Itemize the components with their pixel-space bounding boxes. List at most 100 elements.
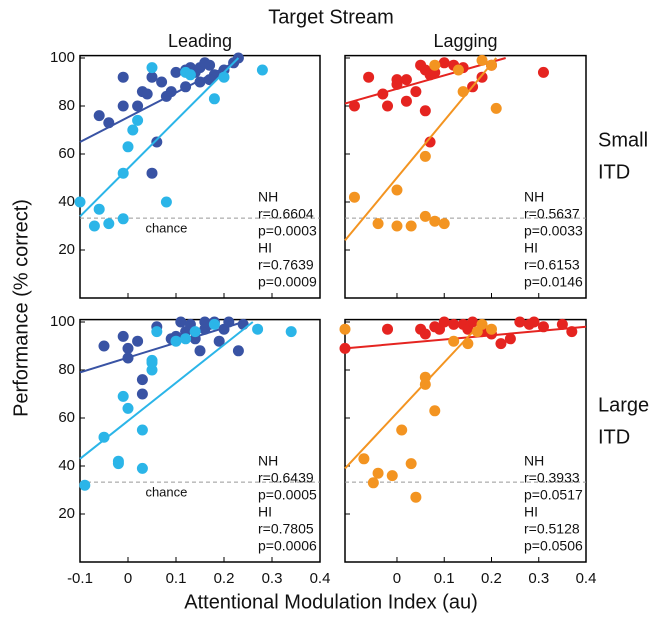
data-point <box>382 323 394 335</box>
x-tick-label: 0.4 <box>576 570 597 587</box>
data-point <box>415 323 427 335</box>
y-axis-label: Performance (% correct) <box>10 199 32 417</box>
data-point <box>396 424 408 436</box>
data-point <box>160 196 172 208</box>
data-point <box>490 102 502 114</box>
data-point <box>146 357 158 369</box>
x-tick-label: 0.3 <box>262 570 283 587</box>
data-point <box>117 213 129 225</box>
data-point <box>377 88 389 100</box>
data-point <box>410 86 422 98</box>
data-point <box>122 141 134 153</box>
data-point <box>429 215 441 227</box>
data-point <box>358 453 370 465</box>
y-tick-label: 100 <box>50 313 75 330</box>
data-point <box>419 378 431 390</box>
data-point <box>457 86 469 98</box>
data-point <box>204 59 216 71</box>
data-point <box>199 316 211 328</box>
data-point <box>136 388 148 400</box>
stat-p: p=0.0506 <box>524 537 583 553</box>
x-tick-label: 0.2 <box>481 570 502 587</box>
data-point <box>476 318 488 330</box>
data-point <box>132 335 144 347</box>
data-point <box>566 326 578 338</box>
data-point <box>208 318 220 330</box>
stat-p: p=0.0006 <box>258 537 317 553</box>
data-point <box>180 81 192 93</box>
figure-title: Target Stream <box>268 6 394 28</box>
stat-r: r=0.6439 <box>258 469 314 485</box>
data-point <box>184 69 196 81</box>
data-point <box>232 345 244 357</box>
data-point <box>537 66 549 78</box>
legend-name: NH <box>258 188 278 204</box>
stat-r: r=0.5128 <box>524 520 580 536</box>
fit-line <box>344 321 483 470</box>
data-point <box>485 323 497 335</box>
x-tick-label: 0.3 <box>528 570 549 587</box>
panel-title: Lagging <box>433 31 497 51</box>
data-point <box>112 458 124 470</box>
data-point <box>434 323 446 335</box>
data-point <box>391 220 403 232</box>
data-point <box>514 316 526 328</box>
data-point <box>223 316 235 328</box>
legend-name: NH <box>524 188 544 204</box>
data-point <box>339 342 351 354</box>
data-point <box>146 62 158 74</box>
legend-name: HI <box>258 239 272 255</box>
data-point <box>452 64 464 76</box>
data-point <box>165 86 177 98</box>
data-point <box>117 167 129 179</box>
data-point <box>103 218 115 230</box>
data-point <box>117 100 129 112</box>
data-point <box>462 338 474 350</box>
stat-r: r=0.6153 <box>524 256 580 272</box>
stat-r: r=0.5637 <box>524 205 580 221</box>
stat-p: p=0.0003 <box>258 222 317 238</box>
data-point <box>74 196 86 208</box>
data-point <box>127 124 139 136</box>
data-point <box>495 338 507 350</box>
data-point <box>88 220 100 232</box>
data-point <box>103 117 115 129</box>
data-point <box>348 191 360 203</box>
data-point <box>419 150 431 162</box>
data-point <box>156 76 168 88</box>
stat-p: p=0.0005 <box>258 486 317 502</box>
stat-r: r=0.7639 <box>258 256 314 272</box>
data-point <box>382 100 394 112</box>
fit-line <box>79 57 240 218</box>
fit-line <box>344 57 506 105</box>
data-point <box>485 59 497 71</box>
data-point <box>170 66 182 78</box>
row-label: ITD <box>598 426 630 448</box>
x-tick-label: 0.2 <box>214 570 235 587</box>
fit-line <box>79 321 244 374</box>
data-point <box>204 74 216 86</box>
data-point <box>400 74 412 86</box>
data-point <box>410 491 422 503</box>
x-tick-label: -0.1 <box>67 570 93 587</box>
data-point <box>136 462 148 474</box>
data-point <box>391 184 403 196</box>
data-point <box>132 114 144 126</box>
data-point <box>448 318 460 330</box>
data-point <box>175 316 187 328</box>
data-point <box>132 100 144 112</box>
data-point <box>117 330 129 342</box>
data-point <box>256 64 268 76</box>
data-point <box>208 93 220 105</box>
data-point <box>170 335 182 347</box>
data-point <box>405 458 417 470</box>
data-point <box>556 318 568 330</box>
x-tick-label: 0 <box>393 570 401 587</box>
data-point <box>151 326 163 338</box>
data-point <box>367 477 379 489</box>
data-point <box>386 470 398 482</box>
data-point <box>189 326 201 338</box>
data-point <box>448 335 460 347</box>
data-point <box>348 100 360 112</box>
data-point <box>141 88 153 100</box>
